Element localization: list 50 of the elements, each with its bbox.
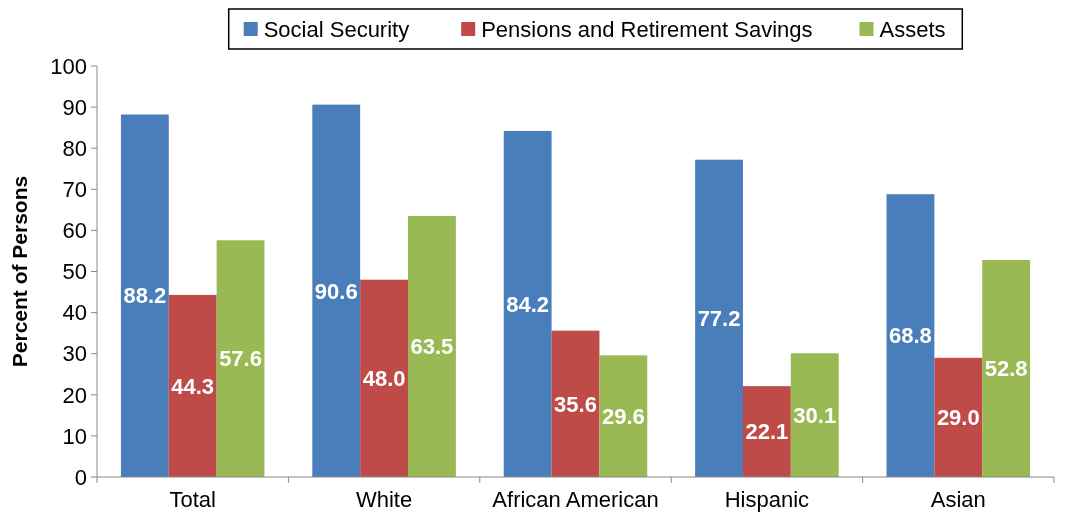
- bar: [168, 294, 217, 477]
- x-tick-label: Total: [169, 487, 216, 512]
- data-label: 29.0: [936, 405, 980, 431]
- bar: [216, 240, 265, 477]
- y-tick-label: 60: [62, 218, 87, 244]
- bar: [503, 130, 552, 477]
- bar: [599, 355, 648, 477]
- data-label: 77.2: [697, 306, 741, 332]
- data-label: 35.6: [554, 391, 597, 417]
- bar: [886, 194, 935, 477]
- data-label: 30.1: [793, 402, 837, 428]
- data-label: 22.1: [745, 419, 789, 445]
- y-tick-label: 10: [62, 423, 87, 449]
- y-tick-label: 100: [50, 53, 87, 79]
- data-label: 48.0: [362, 366, 406, 392]
- y-tick-label: 0: [74, 464, 87, 490]
- bar: [408, 216, 456, 477]
- y-tick-label: 70: [62, 177, 87, 202]
- legend-label: Social Security: [263, 16, 410, 42]
- legend-label: Pensions and Retirement Savings: [481, 16, 813, 42]
- data-label: 29.6: [601, 403, 645, 429]
- data-label: 52.8: [984, 356, 1028, 382]
- bar: [742, 386, 791, 477]
- data-label: 88.2: [123, 283, 167, 309]
- bar: [695, 159, 743, 477]
- x-tick-label: White: [355, 487, 413, 512]
- y-tick-label: 40: [62, 300, 87, 326]
- y-tick-label: 50: [62, 259, 87, 285]
- y-tick-label: 30: [62, 341, 87, 367]
- data-label: 84.2: [506, 291, 550, 317]
- x-tick-label: Hispanic: [724, 487, 810, 512]
- y-axis-title: Percent of Persons: [8, 175, 31, 368]
- bar: [312, 104, 361, 477]
- bar: [120, 114, 169, 477]
- bar: [982, 259, 1031, 477]
- bar: [551, 330, 600, 477]
- x-tick-label: African American: [492, 487, 659, 512]
- legend-label: Assets: [879, 16, 946, 42]
- data-label: 44.3: [171, 373, 215, 399]
- y-tick-label: 90: [62, 94, 87, 120]
- bar: [790, 353, 839, 477]
- data-label: 63.5: [410, 334, 454, 360]
- y-tick-label: 80: [62, 135, 87, 161]
- data-label: 90.6: [314, 278, 358, 304]
- y-tick-label: 20: [62, 382, 87, 408]
- x-tick-label: Asian: [930, 487, 986, 512]
- data-label: 68.8: [889, 323, 932, 349]
- bar: [360, 279, 409, 477]
- bar: [934, 357, 983, 477]
- data-label: 57.6: [219, 346, 262, 372]
